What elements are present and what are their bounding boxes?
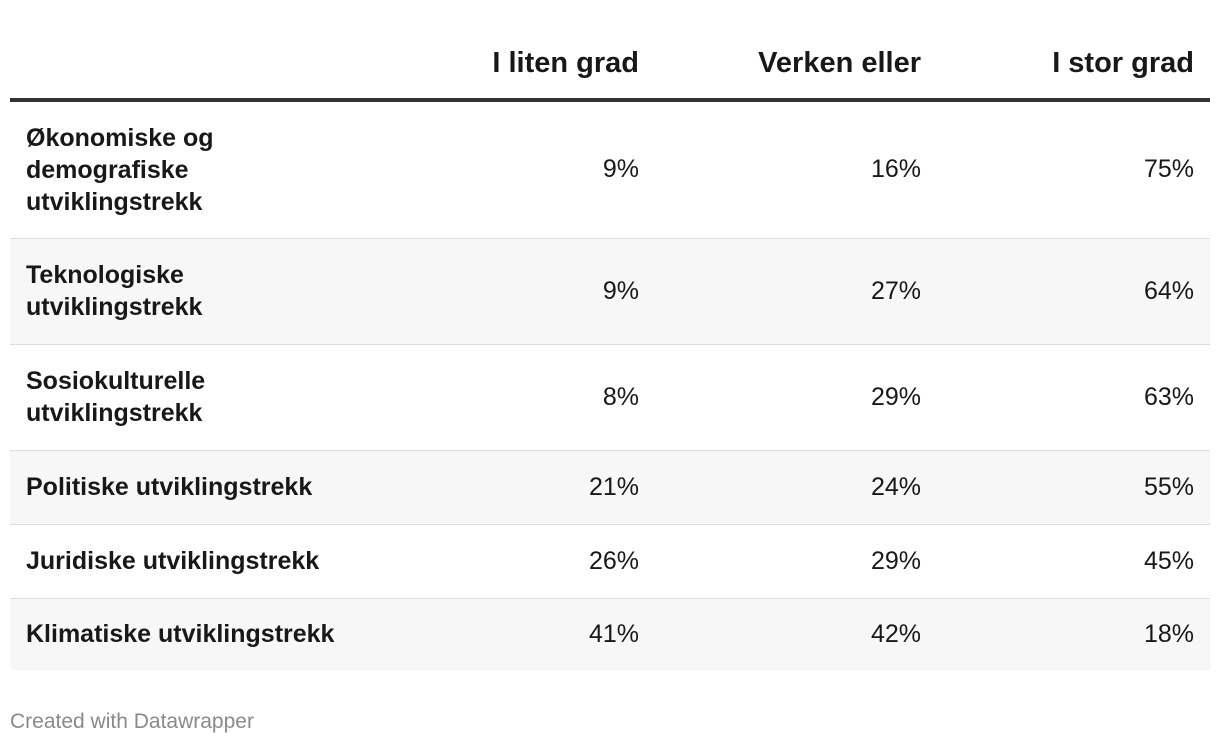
table-cell: 8% <box>365 344 655 451</box>
table-row: Teknologiske utviklingstrekk 9% 27% 64% <box>10 238 1210 345</box>
table-cell: 9% <box>365 238 655 345</box>
table-row: Klimatiske utviklingstrekk 41% 42% 18% <box>10 598 1210 670</box>
data-table-container: I liten grad Verken eller I stor grad Øk… <box>10 0 1210 670</box>
table-row: Juridiske utviklingstrekk 26% 29% 45% <box>10 524 1210 599</box>
table-cell: 41% <box>365 598 655 670</box>
column-header-i-liten-grad: I liten grad <box>365 0 655 102</box>
datawrapper-credit: Created with Datawrapper <box>10 710 254 733</box>
row-label: Sosiokulturelle utviklingstrekk <box>10 344 365 451</box>
table-cell: 26% <box>365 524 655 599</box>
table-header: I liten grad Verken eller I stor grad <box>10 0 1210 102</box>
table-cell: 24% <box>655 450 937 525</box>
header-row: I liten grad Verken eller I stor grad <box>10 0 1210 102</box>
row-label: Klimatiske utviklingstrekk <box>10 598 365 670</box>
table-body: Økonomiske og demografiske utviklingstre… <box>10 100 1210 670</box>
table-cell: 21% <box>365 450 655 525</box>
row-label: Økonomiske og demografiske utviklingstre… <box>10 100 365 239</box>
row-label: Teknologiske utviklingstrekk <box>10 238 365 345</box>
table-cell: 64% <box>937 238 1210 345</box>
table-cell: 9% <box>365 100 655 239</box>
table-row: Politiske utviklingstrekk 21% 24% 55% <box>10 450 1210 525</box>
table-cell: 45% <box>937 524 1210 599</box>
column-header-i-stor-grad: I stor grad <box>937 0 1210 102</box>
table-cell: 55% <box>937 450 1210 525</box>
table-cell: 29% <box>655 344 937 451</box>
table-cell: 16% <box>655 100 937 239</box>
column-header-verken-eller: Verken eller <box>655 0 937 102</box>
table-cell: 27% <box>655 238 937 345</box>
table-cell: 18% <box>937 598 1210 670</box>
table-row: Sosiokulturelle utviklingstrekk 8% 29% 6… <box>10 344 1210 451</box>
table-row: Økonomiske og demografiske utviklingstre… <box>10 100 1210 239</box>
table-cell: 63% <box>937 344 1210 451</box>
column-header-label <box>10 0 365 102</box>
table-cell: 42% <box>655 598 937 670</box>
row-label: Juridiske utviklingstrekk <box>10 524 365 599</box>
row-label: Politiske utviklingstrekk <box>10 450 365 525</box>
table-cell: 29% <box>655 524 937 599</box>
data-table: I liten grad Verken eller I stor grad Øk… <box>10 0 1210 670</box>
table-cell: 75% <box>937 100 1210 239</box>
